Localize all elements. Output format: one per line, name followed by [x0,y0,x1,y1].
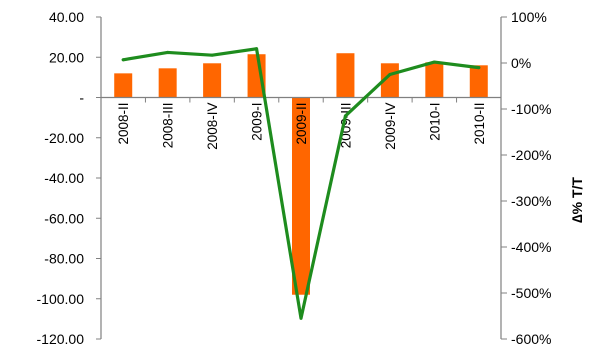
right-tick-label: 0% [511,55,531,71]
right-axis-ticks: 100% 0% -100% -200% -300% -400% -500% -600% [501,9,551,347]
right-axis-title: ∆% T/T [569,177,585,223]
line-series [121,47,481,320]
bar [336,53,355,98]
bar [469,65,488,98]
left-tick-label: -60.00 [44,210,84,226]
line-point [121,58,125,62]
line-point [432,60,436,64]
category-labels: 2008-II 2008-III 2008-IV 2009-I 2009-II 2009-… [116,103,487,150]
line-point [166,50,170,54]
bar [247,54,266,98]
line-point [299,316,303,320]
right-tick-label: -300% [511,193,551,209]
left-tick-label: 40.00 [49,9,84,25]
category-label: 2008-II [116,103,131,145]
left-tick-label: -80.00 [44,251,84,267]
line-point [255,47,259,51]
left-tick-label: -120.00 [37,331,85,347]
bar-series [114,53,488,295]
right-tick-label: 100% [511,9,547,25]
category-label: 2010-II [472,103,487,145]
line-point [477,66,481,70]
right-tick-label: -100% [511,101,551,117]
bar [425,62,444,98]
left-tick-label: -100.00 [37,291,85,307]
right-tick-label: -500% [511,285,551,301]
category-label: 2009-I [250,103,265,141]
left-axis-ticks: 40.00 20.00 - -20.00 -40.00 -60.00 -80.00 -100.… [37,9,101,347]
category-label: 2010-I [427,103,442,141]
left-tick-label: 20.00 [49,49,84,65]
right-tick-label: -200% [511,147,551,163]
left-tick-label: - [79,90,84,106]
line-point [343,114,347,118]
bar [203,63,222,98]
bar [114,73,133,98]
category-label: 2008-III [161,103,176,149]
left-tick-label: -20.00 [44,130,84,146]
right-tick-label: -400% [511,239,551,255]
category-label: 2009-IV [383,103,398,150]
left-tick-label: -40.00 [44,170,84,186]
line-point [210,53,214,57]
category-label: 2009-II [294,103,309,145]
right-tick-label: -600% [511,331,551,347]
category-label: 2008-IV [205,103,220,150]
bar [292,97,310,295]
bar [158,68,177,98]
line-point [388,73,392,76]
